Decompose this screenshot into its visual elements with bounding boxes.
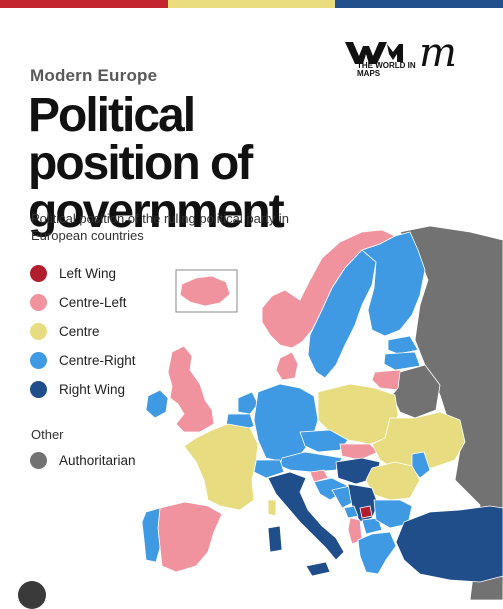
region-iceland (179, 275, 231, 307)
logo-brand-text: THE WORLD IN MAPS (357, 61, 416, 78)
legend-swatch-right-wing (30, 381, 47, 398)
legend-item-centre: Centre (30, 317, 136, 346)
region-finland (361, 231, 426, 337)
region-netherlands (237, 391, 259, 415)
region-sweden (307, 249, 377, 379)
legend-item-centre-right: Centre-Right (30, 346, 136, 375)
legend-swatch-left-wing (30, 265, 47, 282)
legend-swatch-centre (30, 323, 47, 340)
region-united-kingdom (167, 345, 215, 433)
region-ukraine (371, 411, 466, 471)
page-subtitle: Political position of the ruling politic… (31, 211, 289, 243)
m-script-logo-icon: m (419, 30, 457, 76)
region-north-macedonia (361, 517, 383, 535)
top-bar-red (0, 0, 168, 8)
legend: Left Wing Centre-Left Centre Centre-Righ… (30, 259, 136, 404)
region-albania (347, 517, 363, 545)
region-france (183, 423, 259, 511)
region-romania (365, 461, 421, 501)
region-czechia (299, 429, 349, 453)
region-portugal (141, 507, 161, 563)
legend-label: Centre (59, 324, 100, 339)
region-estonia (387, 335, 419, 355)
region-germany (253, 383, 319, 463)
legend-item-authoritarian: Authoritarian (30, 446, 136, 475)
legend-label: Right Wing (59, 382, 126, 397)
region-slovenia (309, 469, 329, 483)
legend-item-right-wing: Right Wing (30, 375, 136, 404)
legend-swatch-authoritarian (30, 452, 47, 469)
legend-other-heading: Other (31, 427, 64, 442)
region-latvia (383, 351, 421, 371)
region-turkey (395, 505, 503, 583)
region-sicily (305, 561, 331, 577)
legend-swatch-centre-left (30, 294, 47, 311)
legend-item-left-wing: Left Wing (30, 259, 136, 288)
legend-swatch-centre-right (30, 352, 47, 369)
region-spain (157, 501, 223, 573)
brand-logo: THE WORLD IN MAPS m (345, 30, 475, 84)
region-austria (279, 451, 343, 473)
top-color-bar (0, 0, 503, 8)
region-ireland (145, 389, 169, 419)
world-in-maps-logo-icon (345, 42, 403, 64)
top-bar-yellow (167, 0, 336, 8)
region-greece (357, 531, 397, 575)
legend-other: Authoritarian (30, 446, 136, 475)
region-kosovo (359, 505, 373, 519)
region-sardinia (267, 525, 283, 553)
iceland-inset-frame (175, 269, 238, 313)
region-montenegro (343, 505, 359, 519)
region-russia (399, 225, 503, 600)
legend-item-centre-left: Centre-Left (30, 288, 136, 317)
page-title: Political position of government (28, 89, 285, 238)
legend-label: Centre-Right (59, 353, 136, 368)
region-slovakia (339, 443, 379, 461)
corner-badge-icon[interactable] (18, 581, 46, 609)
legend-label: Left Wing (59, 266, 117, 281)
region-italy (267, 471, 345, 561)
top-bar-blue (335, 0, 503, 8)
eyebrow-label: Modern Europe (30, 66, 158, 85)
legend-label: Centre-Left (59, 295, 127, 310)
region-denmark (275, 351, 299, 381)
legend-label: Authoritarian (59, 453, 136, 468)
region-corsica (267, 499, 277, 517)
